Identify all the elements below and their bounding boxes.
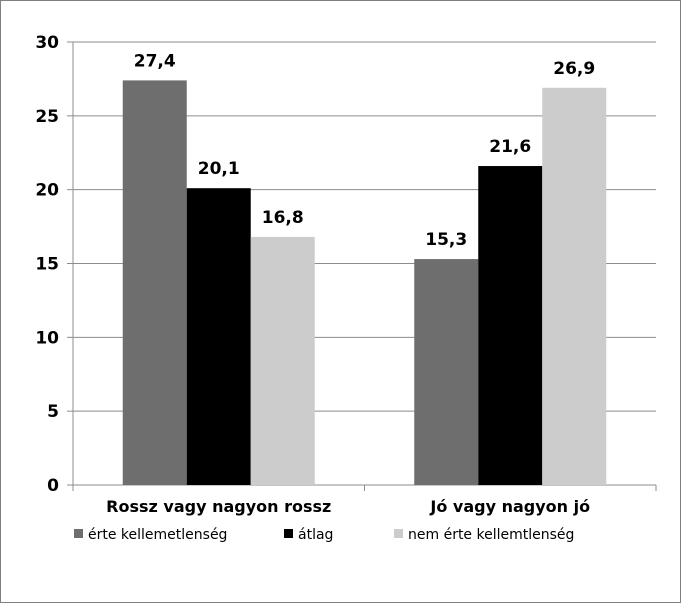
y-tick-label: 20 xyxy=(35,181,59,201)
bar xyxy=(478,166,543,486)
y-tick-label: 5 xyxy=(47,402,59,422)
legend: érte kellemetlenség átlag nem érte kellemt… xyxy=(74,527,574,543)
x-category-label: Jó vagy nagyon jó xyxy=(429,497,590,516)
data-label: 16,8 xyxy=(262,208,304,228)
data-label: 21,6 xyxy=(489,137,531,157)
data-label: 15,3 xyxy=(425,230,467,250)
y-tick-label: 15 xyxy=(35,255,59,275)
data-label: 26,9 xyxy=(553,59,595,79)
legend-label: érte kellemetlenség xyxy=(88,527,227,543)
x-category-label: Rossz vagy nagyon rossz xyxy=(106,497,331,516)
bar xyxy=(414,259,479,485)
bar xyxy=(186,188,251,485)
legend-swatch xyxy=(394,529,403,538)
legend-label: átlag xyxy=(298,527,333,543)
legend-swatch xyxy=(74,529,83,538)
y-tick-label: 30 xyxy=(35,33,59,53)
bar xyxy=(542,87,607,485)
bar xyxy=(122,80,187,485)
x-axis: Rossz vagy nagyon rossz Jó vagy nagyon jó xyxy=(72,484,657,516)
data-label: 27,4 xyxy=(134,51,176,71)
y-tick-label: 0 xyxy=(47,476,59,496)
data-labels: 27,4 20,1 16,8 15,3 21,6 26,9 xyxy=(134,51,595,250)
legend-swatch xyxy=(284,529,293,538)
legend-label: nem érte kellemtlenség xyxy=(408,527,574,543)
bar xyxy=(250,236,315,485)
y-axis: 0 5 10 15 20 25 30 xyxy=(35,33,74,496)
y-tick-label: 25 xyxy=(35,107,59,127)
y-tick-label: 10 xyxy=(35,328,59,348)
data-label: 20,1 xyxy=(198,159,240,179)
bars xyxy=(122,80,607,486)
